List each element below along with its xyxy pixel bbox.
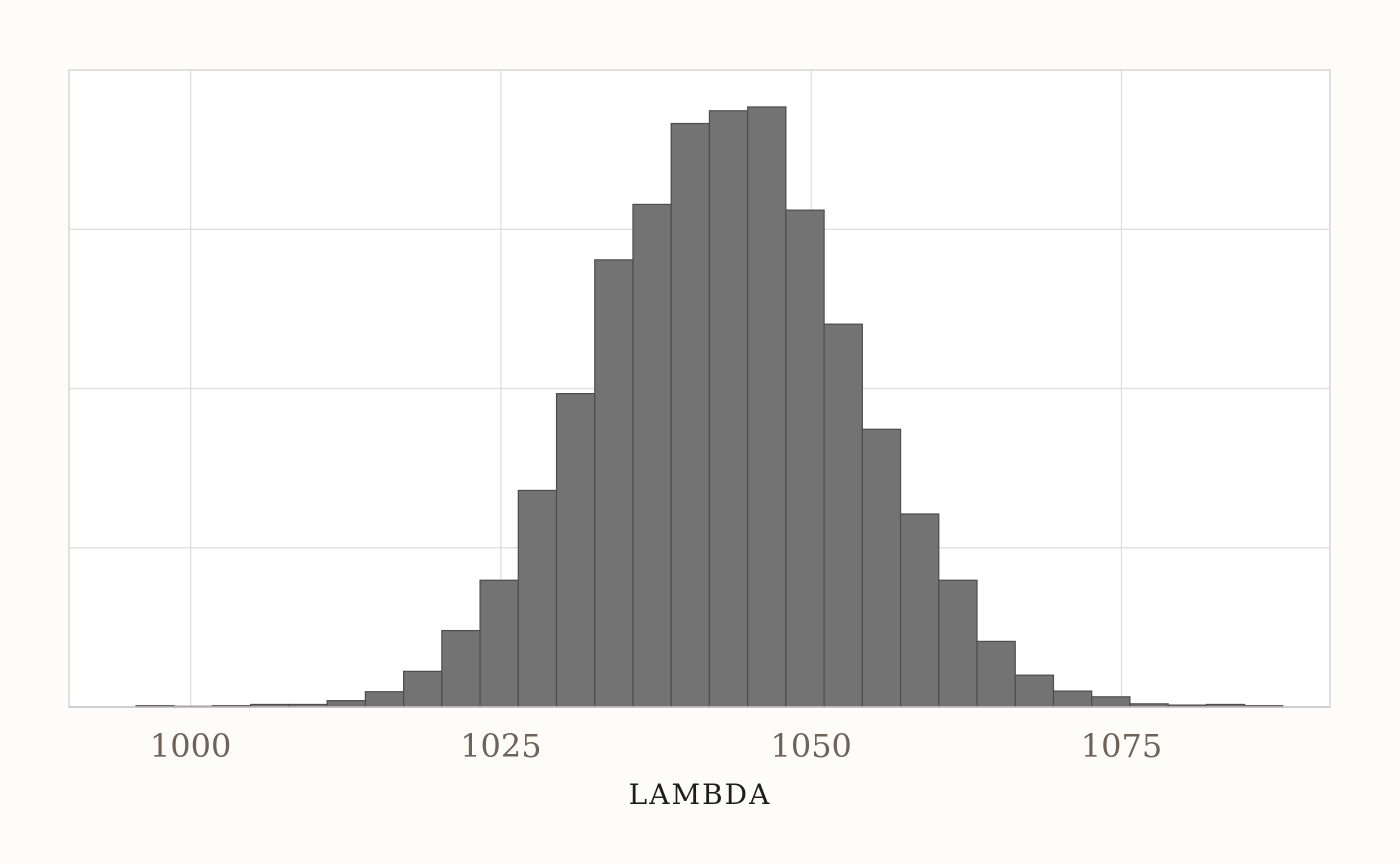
histogram-bar [632,203,672,708]
histogram-bar [517,489,558,708]
histogram-bar [1014,674,1055,708]
histogram-bar [326,700,366,708]
histogram-bar [747,106,787,708]
x-axis-title: LAMBDA [629,778,772,811]
histogram-bar [670,122,711,708]
histogram-bar [1052,690,1093,708]
histogram-bar [976,640,1016,708]
histogram-bar [708,110,749,708]
histogram-bar [479,579,519,708]
histogram-bar [594,259,634,708]
histogram-bar [938,579,978,708]
histogram-bar [861,428,902,708]
histogram-bar [823,323,863,708]
histogram-bar [899,513,940,708]
x-tick-label: 1050 [770,727,851,765]
x-tick-label: 1000 [150,727,231,765]
histogram-bar [364,691,405,708]
histogram-bar [785,209,825,708]
histogram-bar [403,670,443,708]
histogram-bar [555,393,596,708]
x-tick-label: 1075 [1081,727,1162,765]
histogram-bars [135,106,1284,708]
x-tick-label: 1025 [460,727,541,765]
histogram-bar [441,629,481,708]
x-tick-labels: 1000 1025 1050 1075 [150,727,1162,765]
histogram-bar [1091,696,1131,708]
